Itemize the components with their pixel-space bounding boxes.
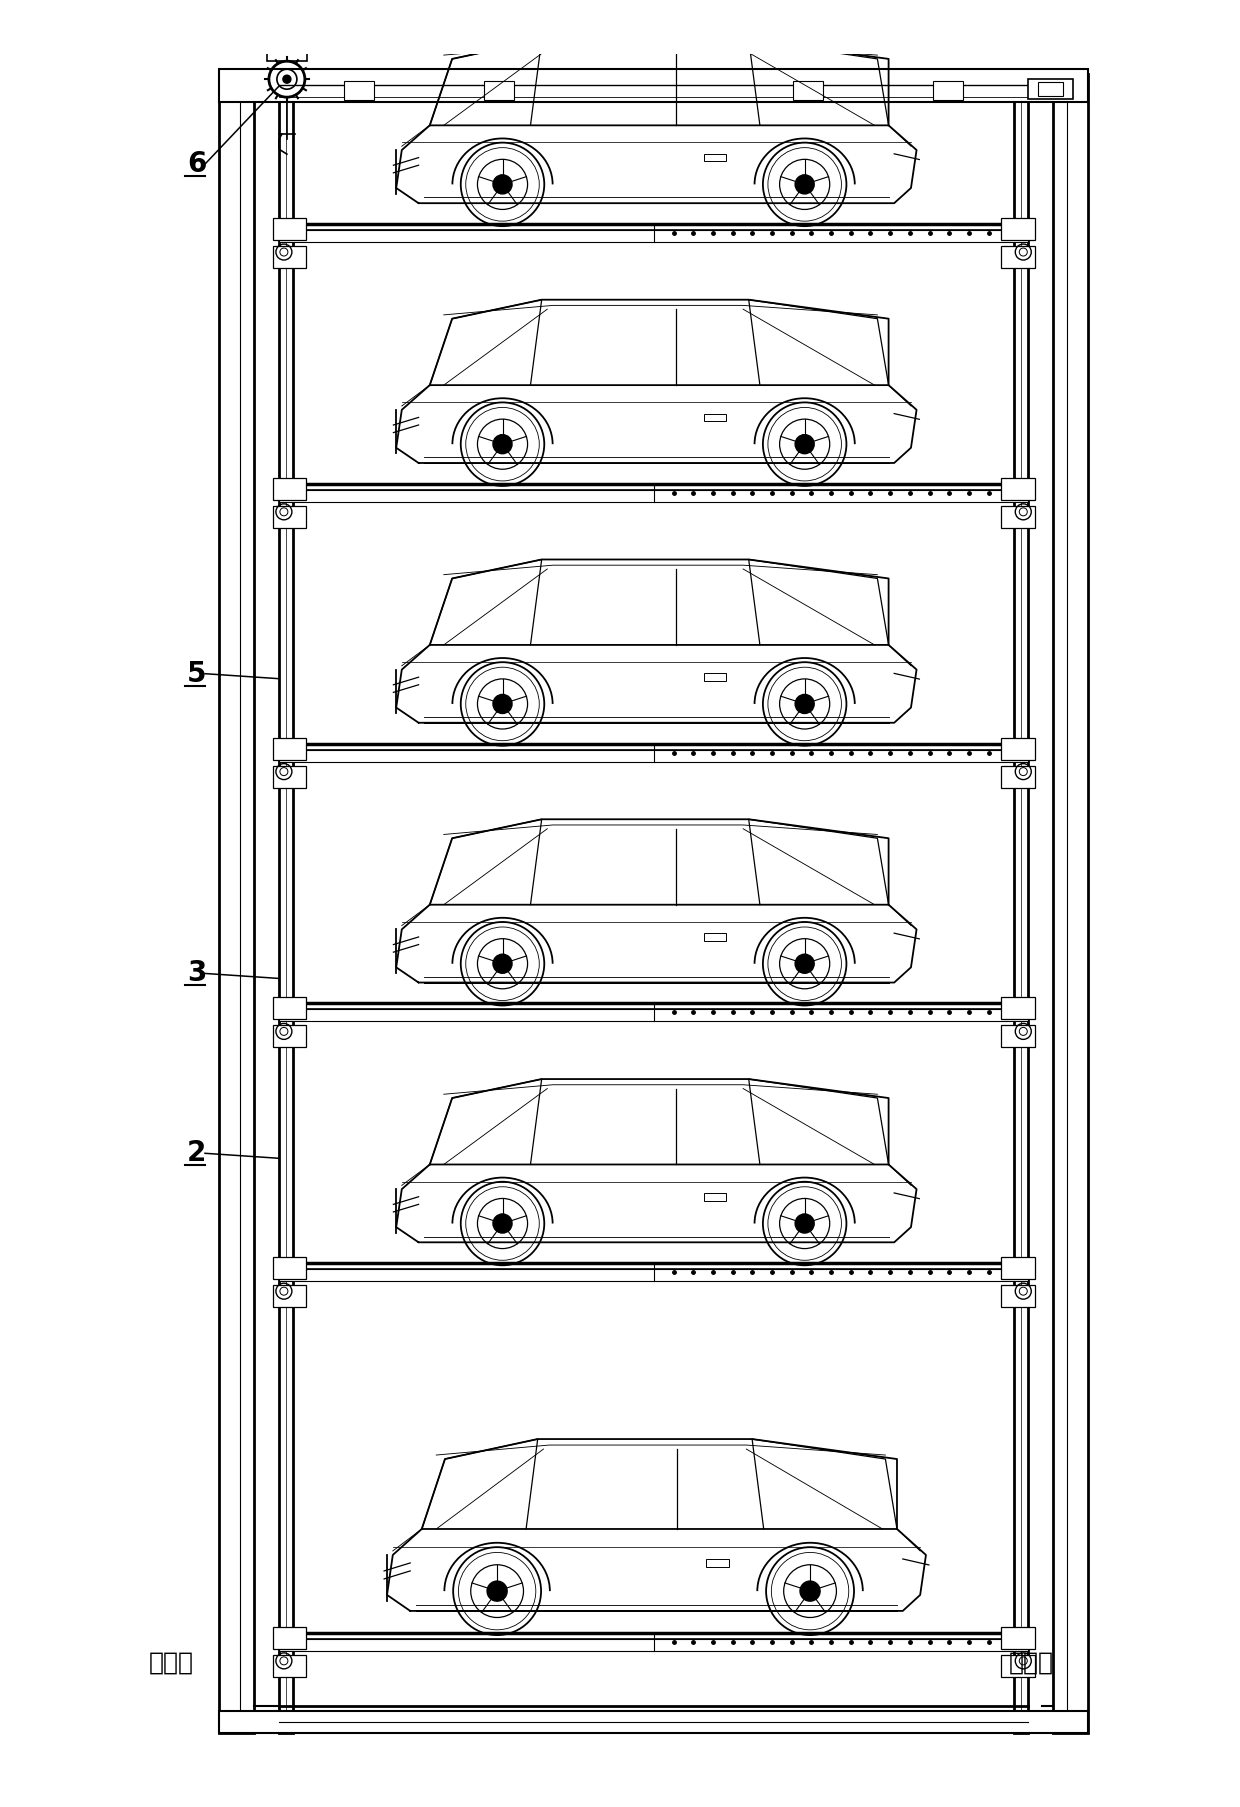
Bar: [279, 490, 1028, 502]
Bar: [279, 1639, 1028, 1652]
Text: 6: 6: [187, 150, 206, 179]
Bar: [704, 414, 727, 421]
Bar: [273, 766, 306, 788]
Bar: [1001, 1258, 1034, 1279]
Bar: [1001, 997, 1034, 1019]
Bar: [1001, 1626, 1034, 1648]
Bar: [1001, 766, 1034, 788]
Circle shape: [795, 1214, 815, 1232]
Bar: [1001, 737, 1034, 759]
Bar: [484, 81, 513, 99]
Bar: [704, 154, 727, 161]
Circle shape: [494, 954, 512, 974]
Text: 2: 2: [187, 1138, 206, 1167]
Bar: [273, 1025, 306, 1048]
Bar: [273, 1258, 306, 1279]
Bar: [1001, 477, 1034, 501]
Circle shape: [487, 1581, 507, 1601]
Bar: [343, 81, 373, 99]
Circle shape: [795, 175, 815, 193]
Circle shape: [283, 76, 291, 83]
Bar: [279, 229, 1028, 242]
Text: 5: 5: [187, 660, 207, 688]
Bar: [219, 69, 1089, 103]
Text: 3: 3: [187, 960, 206, 987]
Circle shape: [800, 1581, 820, 1601]
Circle shape: [494, 1214, 512, 1232]
Bar: [273, 1285, 306, 1306]
Bar: [1001, 506, 1034, 528]
Text: 地平面: 地平面: [149, 1652, 193, 1675]
Bar: [1001, 1655, 1034, 1677]
Bar: [1001, 246, 1034, 267]
Bar: [1001, 219, 1034, 240]
Bar: [273, 1626, 306, 1648]
Bar: [273, 506, 306, 528]
Bar: [273, 477, 306, 501]
Bar: [1001, 1025, 1034, 1048]
Circle shape: [795, 954, 815, 974]
Bar: [279, 1269, 1028, 1281]
Circle shape: [494, 694, 512, 714]
Bar: [273, 246, 306, 267]
Bar: [1014, 74, 1028, 1733]
Circle shape: [494, 175, 512, 193]
Bar: [273, 997, 306, 1019]
Circle shape: [795, 435, 815, 454]
Bar: [273, 737, 306, 759]
Bar: [1053, 74, 1089, 1733]
Bar: [279, 750, 1028, 761]
Bar: [1028, 80, 1074, 99]
Bar: [273, 1655, 306, 1677]
Bar: [704, 674, 727, 681]
Bar: [273, 219, 306, 240]
Bar: [1001, 1285, 1034, 1306]
Bar: [934, 81, 963, 99]
Bar: [279, 1010, 1028, 1021]
Bar: [1038, 81, 1063, 96]
Bar: [279, 74, 293, 1733]
Bar: [267, 47, 306, 61]
Bar: [706, 1559, 729, 1567]
Bar: [704, 932, 727, 941]
Circle shape: [795, 694, 815, 714]
Bar: [219, 1711, 1089, 1733]
Circle shape: [494, 435, 512, 454]
Text: 地平面: 地平面: [1008, 1652, 1053, 1675]
Bar: [219, 74, 254, 1733]
Bar: [704, 1193, 727, 1200]
Bar: [794, 81, 823, 99]
